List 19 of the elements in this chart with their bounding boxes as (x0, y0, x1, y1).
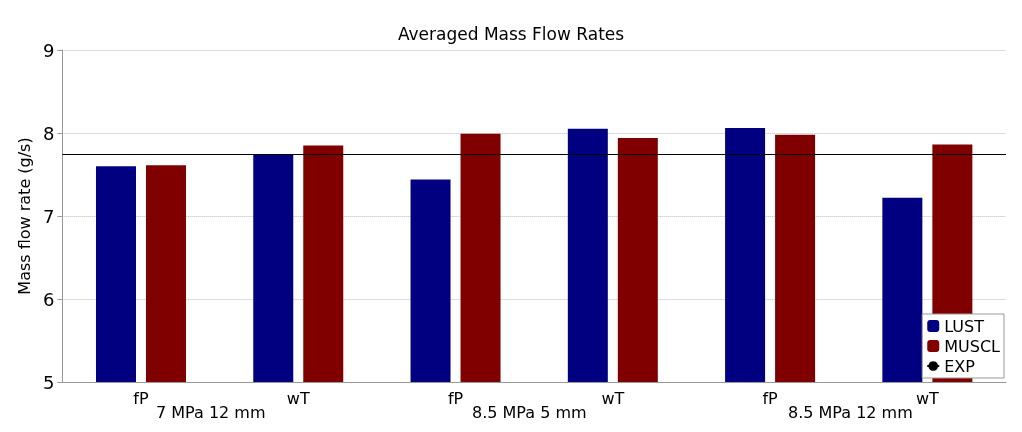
x-tick-label: fP (447, 388, 464, 408)
y-tick-label: 9 (42, 39, 55, 61)
y-axis-title: Mass flow rate (g/s) (14, 137, 34, 295)
x-tick-label: fP (133, 388, 149, 408)
chart-title: Averaged Mass Flow Rates (397, 23, 625, 44)
legend-label: MUSCL (944, 336, 1001, 356)
text: 8.5 MPa 12 mm (788, 402, 913, 422)
y-tick-label: 5 (42, 371, 55, 393)
legend-label: LUST (944, 316, 985, 336)
text: 7 MPa 12 mm (156, 402, 266, 422)
x-tick-label: fP (762, 388, 779, 408)
text: 8.5 MPa 5 mm (472, 402, 587, 422)
y-tick-label: 7 (42, 205, 55, 227)
legend-label: EXP (944, 356, 976, 376)
x-tick-label: wT (601, 388, 625, 408)
y-tick-label: 8 (42, 122, 55, 144)
x-tick-label: wT (286, 388, 310, 408)
x-tick-label: wT (915, 388, 940, 408)
y-tick-label: 6 (42, 288, 55, 310)
